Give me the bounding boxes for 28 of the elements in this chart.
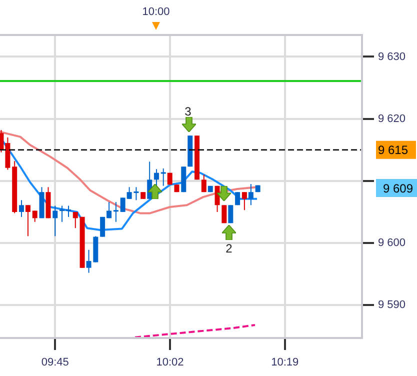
ref-line-label: 9 615: [378, 143, 408, 158]
candlestick: [235, 192, 240, 206]
candlestick: [18, 200, 24, 218]
y-tick-label: 9 590: [378, 299, 406, 312]
x-tick-label: 09:45: [41, 356, 69, 369]
candlestick: [25, 204, 30, 237]
annotation: 2: [226, 241, 233, 256]
candlestick: [201, 174, 206, 193]
text: 10:00: [142, 6, 170, 18]
candlestick: [32, 210, 38, 222]
y-tick-label: 9 620: [378, 112, 406, 125]
y-tick-label: 9 600: [378, 237, 406, 250]
candlestick: [228, 204, 234, 224]
y-tick-label: 9 630: [378, 50, 406, 63]
text: 9 609: [382, 181, 414, 196]
candlestick: [214, 185, 220, 212]
candlestick: [113, 202, 118, 222]
annotation: 3: [184, 104, 192, 118]
candlestick: [222, 204, 227, 224]
candlestick: [242, 192, 247, 211]
line-series: [134, 324, 256, 338]
candlestick: [154, 168, 159, 186]
candlestick: [52, 205, 58, 237]
candlestick: [72, 211, 78, 229]
x-tick-label: 10:02: [156, 356, 184, 369]
candlestick: [248, 184, 254, 206]
candlestick: [160, 168, 166, 186]
x-tick-label: 10:19: [271, 356, 299, 369]
